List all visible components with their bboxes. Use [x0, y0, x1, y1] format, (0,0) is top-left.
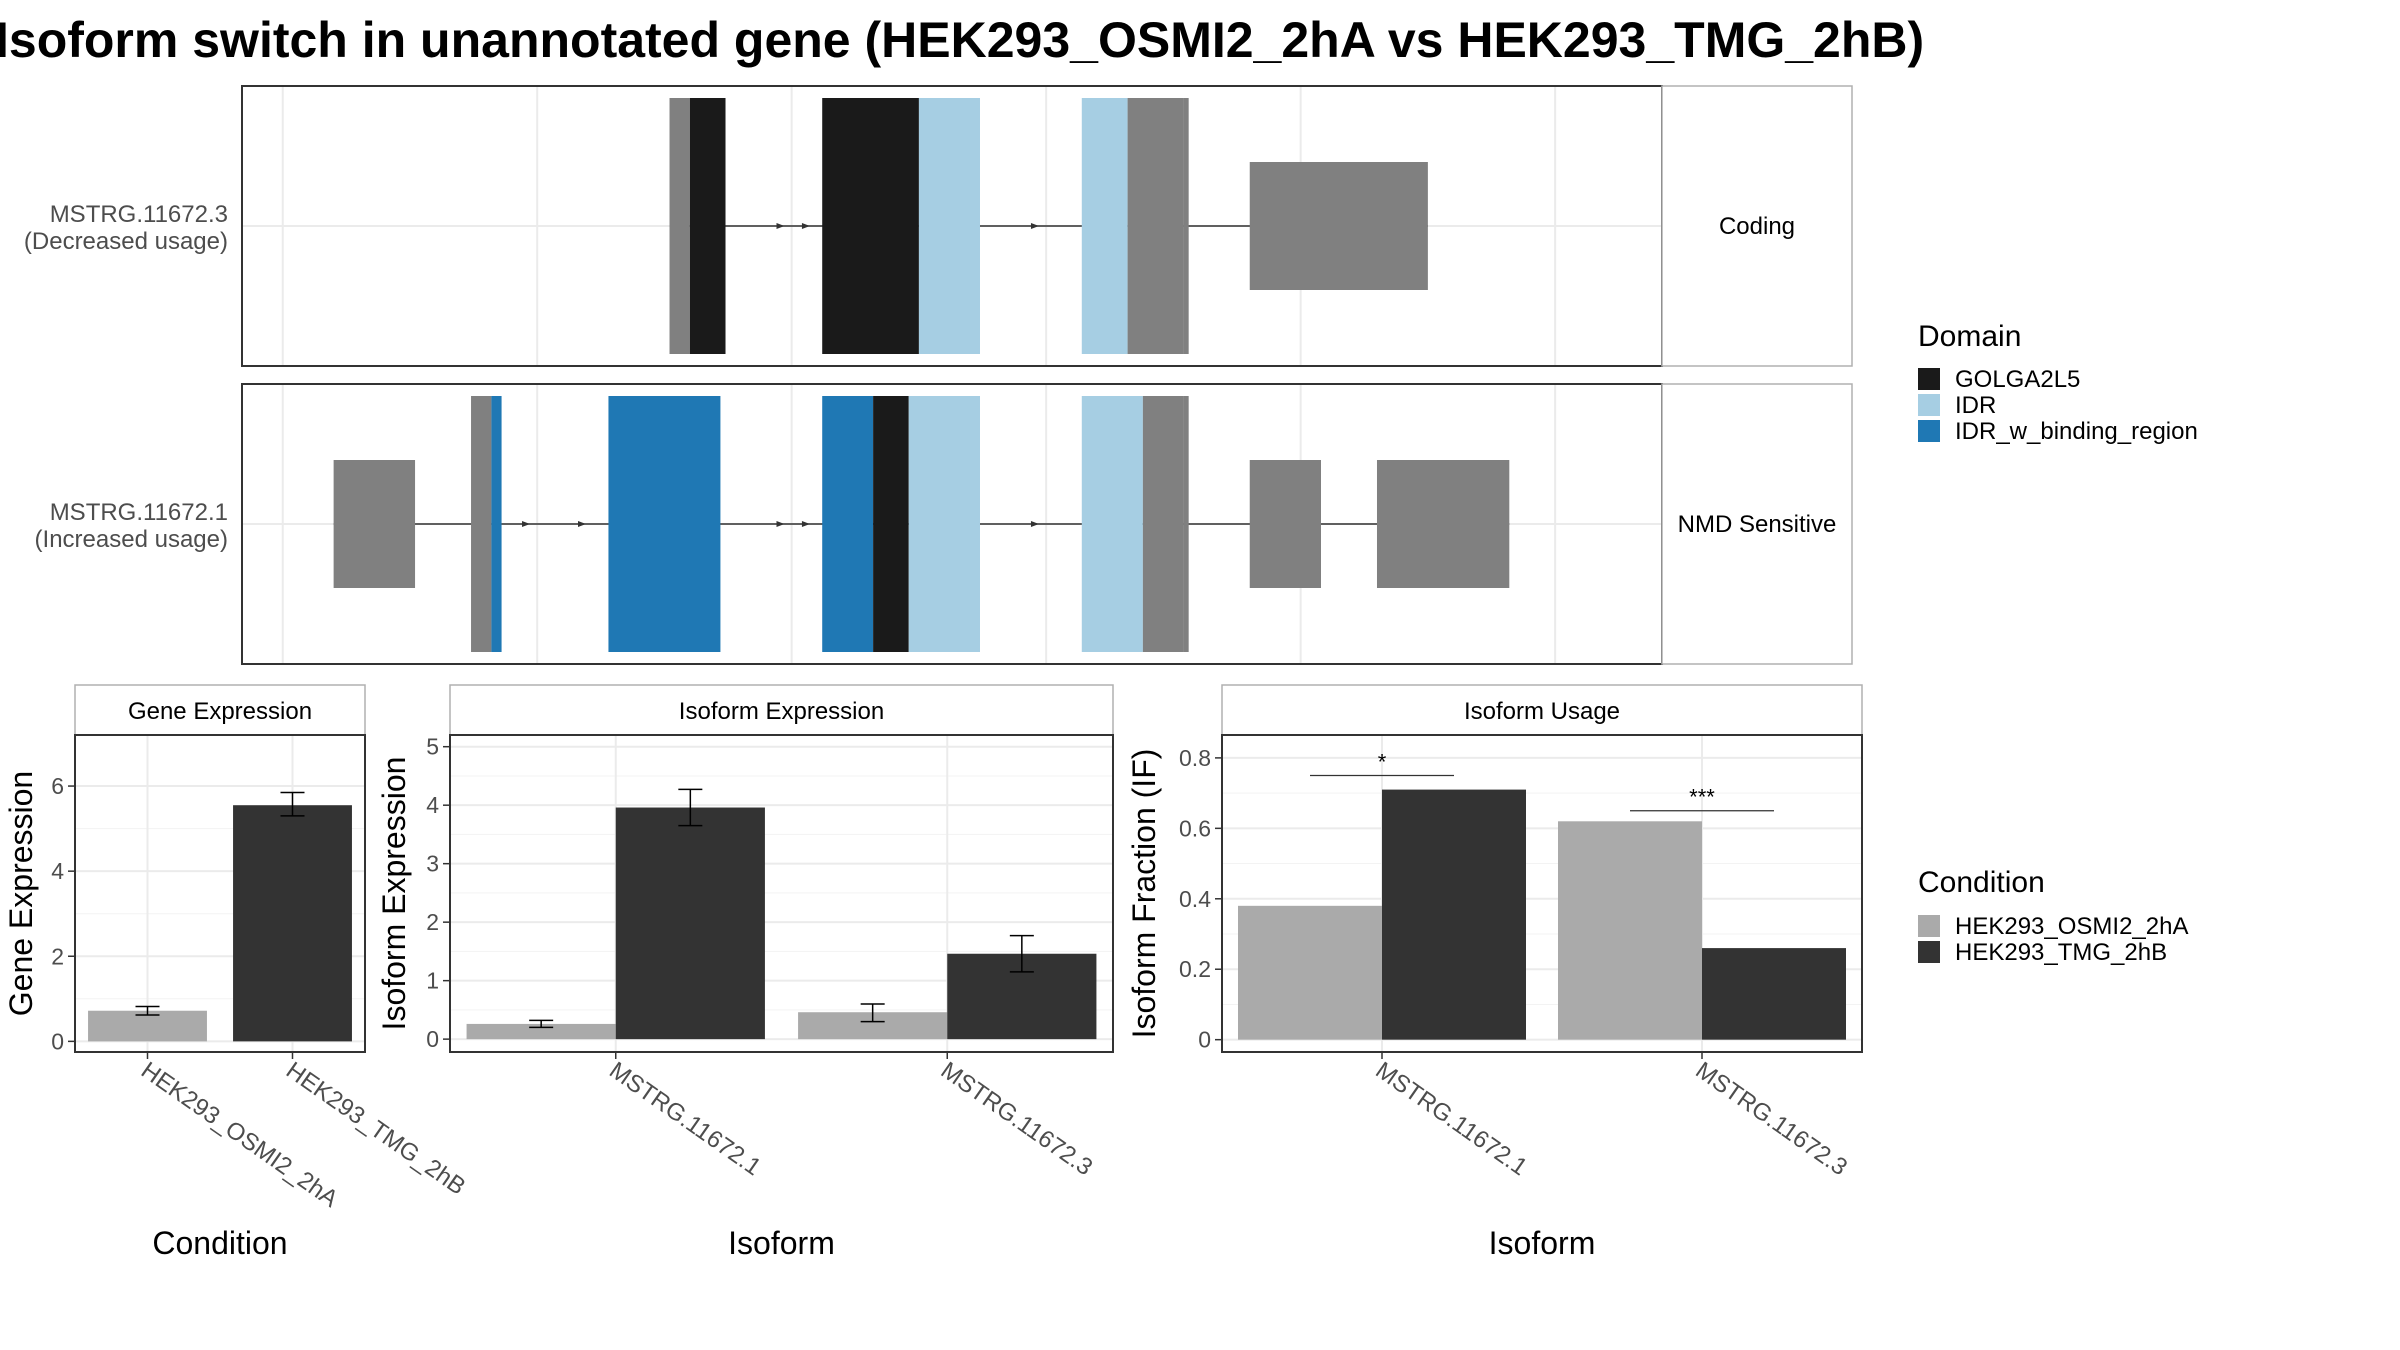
coding-exon-utr [471, 396, 492, 652]
coding-exon-golga [689, 98, 726, 354]
y-tick-label: 2 [426, 909, 439, 935]
bar [1558, 821, 1702, 1040]
y-tick-label: 6 [51, 773, 64, 799]
utr-exon [333, 460, 416, 588]
bar-panel-title: Gene Expression [128, 698, 312, 725]
transcript-name-label: MSTRG.11672.3 [50, 201, 228, 228]
bar-panel-strip [74, 684, 366, 736]
significance-label: *** [1689, 785, 1715, 810]
coding-exon-utr [1142, 396, 1184, 652]
bar [88, 1010, 207, 1042]
transcript-class-strip [1661, 85, 1853, 367]
transcript-class-strip [1661, 383, 1853, 665]
domain-legend-title: Domain [1918, 320, 2021, 353]
intron-direction-arrow [578, 521, 587, 527]
domain-legend-label: IDR_w_binding_region [1955, 418, 2198, 445]
y-tick-label: 4 [426, 792, 439, 818]
domain-legend-key [1918, 368, 1940, 390]
y-tick-label: 0 [51, 1028, 64, 1054]
y-tick-label: 0 [426, 1026, 439, 1052]
bar [1382, 789, 1526, 1040]
y-tick-label: 4 [51, 858, 64, 884]
condition-legend-label: HEK293_TMG_2hB [1955, 939, 2167, 966]
x-tick-label: MSTRG.11672.1 [1371, 1057, 1533, 1181]
coding-exon-idr_bind [822, 396, 874, 652]
bar [1238, 905, 1382, 1040]
x-axis-title: Isoform [1489, 1225, 1596, 1261]
y-tick-label: 0.8 [1179, 745, 1211, 771]
transcript-class-label: NMD Sensitive [1678, 511, 1837, 538]
coding-exon-idr [908, 396, 980, 652]
intron-direction-arrow [776, 521, 785, 527]
intron-direction-arrow [801, 223, 810, 229]
bar [233, 805, 352, 1042]
condition-legend-key [1918, 915, 1940, 937]
bar [1702, 948, 1846, 1040]
x-tick-label: MSTRG.11672.3 [1691, 1057, 1853, 1181]
intron-direction-arrow [522, 521, 531, 527]
coding-exon-idr [1081, 396, 1143, 652]
bar-panel-border [74, 734, 366, 1053]
y-axis-title: Isoform Fraction (IF) [1126, 749, 1162, 1039]
domain-legend-key [1918, 420, 1940, 442]
utr-exon [1249, 460, 1321, 588]
significance-label: * [1378, 750, 1387, 775]
bar-panel-border [449, 734, 1114, 1053]
bar-panel-strip [1221, 684, 1863, 736]
coding-exon-utr [669, 98, 690, 354]
coding-exon-utr [1183, 396, 1189, 652]
transcript-class-label: Coding [1719, 213, 1795, 240]
coding-exon-idr [1081, 98, 1128, 354]
coding-exon-idr_bind [491, 396, 502, 652]
bar [466, 1023, 616, 1040]
domain-legend-key [1918, 394, 1940, 416]
transcript-name-label: MSTRG.11672.1 [50, 499, 228, 526]
coding-exon-idr [918, 98, 980, 354]
intron-direction-arrow [1030, 223, 1039, 229]
y-tick-label: 0.4 [1179, 886, 1211, 912]
x-tick-label: MSTRG.11672.1 [604, 1057, 766, 1181]
intron-direction-arrow [801, 521, 810, 527]
figure-title: Isoform switch in unannotated gene (HEK2… [0, 12, 1924, 68]
intron-direction-arrow [776, 223, 785, 229]
y-tick-label: 1 [426, 968, 439, 994]
domain-legend-label: IDR [1955, 392, 1996, 419]
y-tick-label: 2 [51, 943, 64, 969]
y-tick-label: 0.2 [1179, 956, 1211, 982]
condition-legend-key [1918, 941, 1940, 963]
bar [615, 807, 765, 1040]
y-tick-label: 0 [1198, 1027, 1211, 1053]
x-tick-label: MSTRG.11672.3 [936, 1057, 1098, 1181]
y-axis-title: Isoform Expression [376, 757, 412, 1031]
condition-legend-label: HEK293_OSMI2_2hA [1955, 913, 2188, 940]
transcript-usage-label: (Decreased usage) [24, 228, 228, 255]
coding-exon-golga [822, 98, 919, 354]
coding-exon-utr [1183, 98, 1189, 354]
y-axis-title: Gene Expression [3, 771, 39, 1016]
condition-legend-title: Condition [1918, 866, 2045, 899]
bar-panel-title: Isoform Expression [679, 698, 884, 725]
coding-exon-golga [873, 396, 909, 652]
y-tick-label: 0.6 [1179, 815, 1211, 841]
x-axis-title: Condition [152, 1225, 287, 1261]
y-tick-label: 3 [426, 851, 439, 877]
bar-panel-title: Isoform Usage [1464, 698, 1620, 725]
utr-exon [1249, 162, 1428, 290]
transcript-usage-label: (Increased usage) [35, 526, 228, 553]
y-tick-label: 5 [426, 734, 439, 760]
coding-exon-idr_bind [608, 396, 721, 652]
domain-legend-label: GOLGA2L5 [1955, 366, 2080, 393]
utr-exon [1376, 460, 1510, 588]
bar-panel-border [1221, 734, 1863, 1053]
intron-direction-arrow [1030, 521, 1039, 527]
x-axis-title: Isoform [728, 1225, 835, 1261]
coding-exon-utr [1127, 98, 1184, 354]
